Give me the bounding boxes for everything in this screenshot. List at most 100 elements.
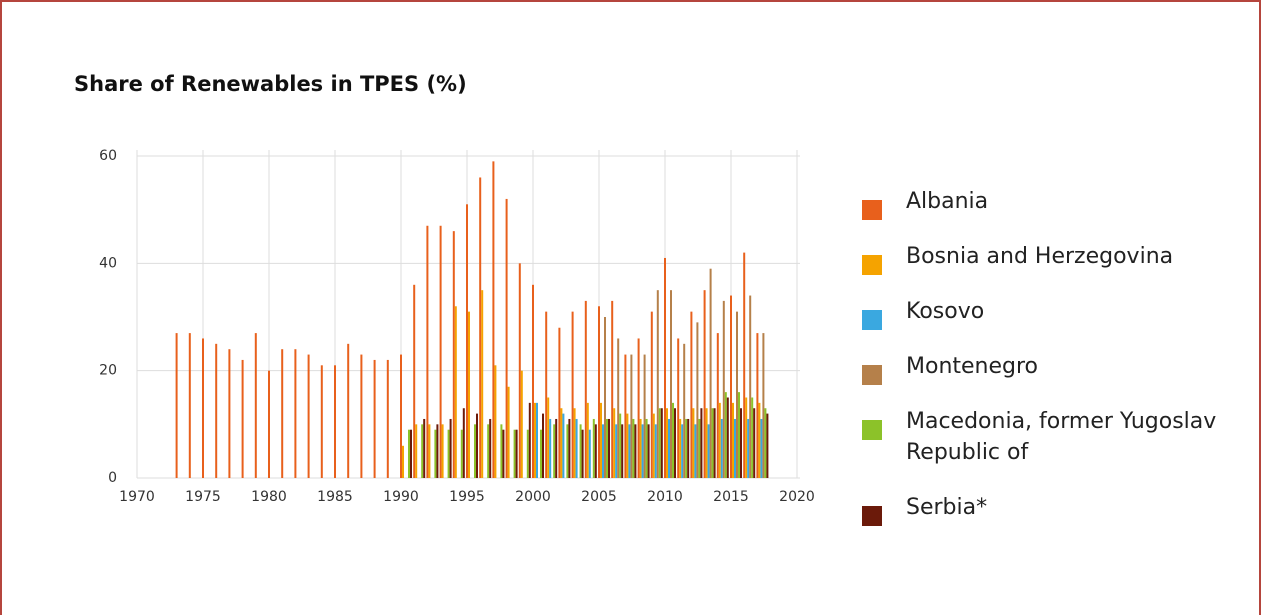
bar xyxy=(694,424,697,478)
legend-swatch xyxy=(862,420,882,440)
bar xyxy=(536,402,538,478)
bar xyxy=(228,349,231,478)
bar xyxy=(619,413,622,478)
bar xyxy=(481,290,484,478)
bar xyxy=(547,397,550,478)
x-tick-label: 1980 xyxy=(251,489,287,505)
y-tick-label: 60 xyxy=(99,148,117,164)
bar xyxy=(347,343,350,478)
bar xyxy=(716,333,719,478)
legend-item: Bosnia and Herzegovina xyxy=(862,241,1222,275)
bar xyxy=(294,349,297,478)
bar xyxy=(489,418,492,478)
bar xyxy=(386,359,389,478)
bar xyxy=(690,311,693,478)
bar xyxy=(666,408,668,478)
legend-label: Albania xyxy=(906,189,989,214)
x-tick-label: 1995 xyxy=(449,489,485,505)
bar xyxy=(650,311,653,478)
bar xyxy=(751,397,754,478)
bar xyxy=(528,402,531,478)
bar xyxy=(581,429,584,478)
bar xyxy=(600,402,602,478)
legend-swatch xyxy=(862,255,882,275)
bar xyxy=(462,408,465,478)
bar xyxy=(711,408,714,478)
x-tick-label: 2015 xyxy=(713,489,749,505)
x-tick-label: 2000 xyxy=(515,489,551,505)
bar xyxy=(747,418,750,478)
bar xyxy=(447,429,450,478)
bar xyxy=(683,343,686,478)
bar xyxy=(624,354,627,478)
legend-item: Kosovo xyxy=(862,296,1222,330)
bar xyxy=(677,338,680,478)
bar xyxy=(692,408,695,478)
bar xyxy=(515,429,518,478)
x-tick-label: 1975 xyxy=(185,489,221,505)
bar xyxy=(555,418,558,478)
legend-label: Montenegro xyxy=(906,354,1039,379)
bar xyxy=(449,418,452,478)
bar xyxy=(736,311,738,478)
bar xyxy=(613,408,616,478)
bar xyxy=(730,295,732,478)
bar xyxy=(626,413,629,478)
bar xyxy=(202,338,204,478)
bar xyxy=(566,424,569,478)
bar xyxy=(434,429,437,478)
bar xyxy=(188,333,191,478)
bar xyxy=(466,204,468,479)
bar xyxy=(654,424,657,478)
bar xyxy=(606,418,608,478)
bar xyxy=(373,359,376,478)
bar xyxy=(705,408,708,478)
legend-swatch xyxy=(862,310,882,330)
y-tick-label: 40 xyxy=(99,255,117,271)
bar xyxy=(621,424,624,478)
bar xyxy=(468,311,470,478)
bar xyxy=(542,413,544,478)
bar xyxy=(756,333,759,478)
bar xyxy=(413,284,416,478)
bar xyxy=(703,290,706,478)
bar xyxy=(502,429,505,478)
bar xyxy=(672,402,674,478)
bar xyxy=(426,225,429,478)
legend-item: Montenegro xyxy=(862,351,1222,385)
bar xyxy=(630,354,633,478)
bar xyxy=(760,418,763,478)
bar xyxy=(656,290,659,478)
bar xyxy=(454,306,457,478)
bar xyxy=(724,392,727,478)
bar xyxy=(652,413,655,478)
bar xyxy=(476,413,478,478)
legend-item: Albania xyxy=(862,186,1222,220)
bar xyxy=(713,408,716,478)
bar xyxy=(645,418,648,478)
bar xyxy=(584,300,587,478)
legend-label: Kosovo xyxy=(906,299,985,324)
bar xyxy=(681,424,684,478)
legend-swatch xyxy=(862,506,882,526)
bar xyxy=(687,418,690,478)
bar xyxy=(594,424,597,478)
legend-swatch xyxy=(862,200,882,220)
bar xyxy=(679,418,682,478)
x-tick-label: 2020 xyxy=(779,489,815,505)
bar xyxy=(709,268,712,478)
bar xyxy=(722,300,725,478)
bar xyxy=(241,359,244,478)
bar xyxy=(560,408,563,478)
chart-title: Share of Renewables in TPES (%) xyxy=(74,72,467,96)
bar xyxy=(628,424,631,478)
bar xyxy=(553,424,556,478)
x-tick-label: 1985 xyxy=(317,489,353,505)
bar xyxy=(611,300,614,478)
bar xyxy=(423,418,426,478)
bar xyxy=(334,365,336,478)
bar xyxy=(764,408,767,478)
bar xyxy=(685,418,688,478)
bar xyxy=(320,365,323,478)
bar xyxy=(505,198,508,478)
